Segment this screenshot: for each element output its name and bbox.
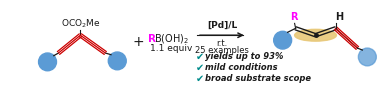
Circle shape	[358, 48, 376, 66]
Text: ✔: ✔	[196, 52, 204, 62]
Text: H: H	[335, 12, 344, 22]
Text: OCO$_2$Me: OCO$_2$Me	[60, 18, 100, 30]
Circle shape	[274, 31, 291, 49]
Text: r.t.: r.t.	[216, 39, 228, 48]
Text: 1.1 equiv: 1.1 equiv	[150, 44, 192, 53]
Text: mild conditions: mild conditions	[205, 63, 277, 72]
Text: [Pd]/L: [Pd]/L	[207, 21, 237, 30]
Text: R: R	[290, 12, 297, 22]
Text: ✔: ✔	[196, 63, 204, 73]
Text: ✔: ✔	[196, 74, 204, 84]
Circle shape	[39, 53, 56, 71]
Ellipse shape	[294, 29, 336, 41]
Text: +: +	[132, 35, 144, 49]
Text: 25 examples: 25 examples	[195, 46, 249, 55]
Text: R: R	[148, 34, 156, 44]
Text: B(OH)$_2$: B(OH)$_2$	[153, 32, 189, 46]
Circle shape	[108, 52, 126, 70]
Text: broad substrate scope: broad substrate scope	[205, 74, 311, 83]
Text: yields up to 93%: yields up to 93%	[205, 52, 284, 61]
